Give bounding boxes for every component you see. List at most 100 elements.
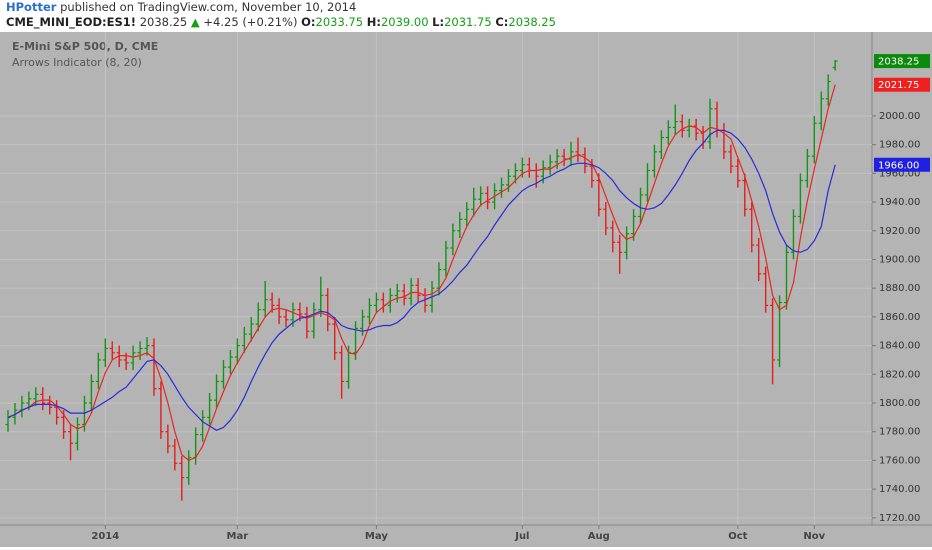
author[interactable]: HPotter bbox=[6, 0, 57, 14]
ohlc-bar bbox=[311, 302, 317, 339]
y-tick-label: 1760.00 bbox=[879, 455, 920, 466]
ohlc-bar bbox=[88, 374, 94, 411]
ohlc-bar bbox=[179, 456, 185, 501]
ohlc-bar bbox=[401, 283, 407, 306]
x-tick-label: Oct bbox=[728, 531, 747, 542]
ohlc-bar bbox=[255, 302, 261, 332]
ohlc-bar bbox=[151, 338, 157, 396]
ohlc-bar bbox=[102, 338, 108, 368]
ohlc-bar bbox=[200, 410, 206, 442]
price-label: 2038.25 bbox=[878, 57, 919, 68]
ohlc-bar bbox=[679, 114, 685, 138]
ohlc-bar bbox=[248, 316, 254, 342]
ohlc-bar bbox=[464, 202, 470, 227]
symbol: CME_MINI_EOD:ES1! bbox=[6, 15, 137, 29]
h: 2039.00 bbox=[380, 15, 429, 29]
ohlc-bar bbox=[394, 283, 400, 303]
y-tick-label: 1800.00 bbox=[879, 398, 920, 409]
ohlc-bar bbox=[770, 298, 776, 385]
ohlc-bar bbox=[332, 316, 338, 360]
ohlc-bar bbox=[325, 288, 331, 332]
ohlc-bar bbox=[457, 212, 463, 238]
arrow: ▲ bbox=[190, 15, 200, 29]
ohlc-bar bbox=[610, 220, 616, 253]
last: 2038.25 bbox=[139, 15, 188, 29]
ohlc-bar bbox=[596, 173, 602, 217]
indicator-title: Arrows Indicator (8, 20) bbox=[12, 56, 142, 69]
x-tick-label: Aug bbox=[588, 531, 610, 542]
price-label-box bbox=[874, 157, 930, 172]
ohlc-bar bbox=[582, 147, 588, 174]
ohlc-bar bbox=[658, 130, 664, 160]
c-label: C: bbox=[495, 15, 509, 29]
ohlc-bar bbox=[478, 186, 484, 207]
ohlc-bar bbox=[450, 223, 456, 256]
ohlc-bar bbox=[471, 187, 477, 217]
y-tick-label: 1740.00 bbox=[879, 484, 920, 495]
price-plot bbox=[5, 59, 838, 501]
o: 2033.75 bbox=[315, 15, 364, 29]
ohlc-bar bbox=[644, 163, 650, 203]
ohlc-bar bbox=[499, 177, 505, 198]
change: +4.25 (+0.21%) bbox=[203, 15, 298, 29]
ohlc-bar bbox=[373, 292, 379, 313]
ohlc-bar bbox=[777, 295, 783, 368]
publish-line: HPotter published on TradingView.com, No… bbox=[6, 0, 556, 15]
chart-bg bbox=[0, 32, 932, 547]
ohlc-bar bbox=[186, 450, 192, 485]
ohlc-bar bbox=[227, 349, 233, 375]
price-label-box bbox=[874, 77, 930, 92]
ohlc-bar bbox=[283, 309, 289, 327]
ohlc-bar bbox=[832, 59, 838, 71]
ohlc-bar bbox=[665, 120, 671, 145]
ohlc-bar bbox=[387, 288, 393, 313]
ohlc-bar bbox=[749, 202, 755, 253]
ohlc-bar bbox=[784, 245, 790, 310]
price-label: 1966.00 bbox=[878, 160, 919, 171]
y-tick-label: 1920.00 bbox=[879, 226, 920, 237]
ohlc-bar bbox=[109, 341, 115, 360]
price-label-box bbox=[874, 54, 930, 69]
ohlc-bar bbox=[624, 226, 630, 260]
ohlc-bar bbox=[262, 281, 268, 317]
published: published on TradingView.com, November 1… bbox=[60, 0, 357, 14]
ohlc-bar bbox=[47, 395, 53, 415]
y-tick-label: 1940.00 bbox=[879, 197, 920, 208]
ohlc-bar bbox=[318, 276, 324, 317]
ohlc-bar bbox=[54, 400, 60, 425]
ohlc-bar bbox=[276, 298, 282, 325]
header: HPotter published on TradingView.com, No… bbox=[6, 0, 556, 30]
chart-title: E-Mini S&P 500, D, CME bbox=[12, 40, 158, 53]
indicator-line bbox=[7, 84, 836, 462]
ohlc-bar bbox=[408, 278, 414, 306]
ohlc-bar bbox=[137, 341, 143, 360]
ohlc-bar bbox=[617, 235, 623, 274]
ohlc-bar bbox=[116, 345, 122, 368]
x-tick-label: 2014 bbox=[91, 531, 119, 542]
ohlc-bar bbox=[804, 148, 810, 188]
ohlc-bar bbox=[165, 424, 171, 454]
c: 2038.25 bbox=[508, 15, 556, 29]
ohlc-bar bbox=[728, 144, 734, 174]
x-tick-label: Jul bbox=[514, 531, 529, 542]
ohlc-bar bbox=[693, 118, 699, 141]
y-tick-label: 1860.00 bbox=[879, 312, 920, 323]
l: 2031.75 bbox=[444, 15, 492, 29]
l-label: L: bbox=[432, 15, 445, 29]
ohlc-bar bbox=[33, 387, 39, 406]
ohlc-bar bbox=[797, 173, 803, 224]
ohlc-bar bbox=[818, 91, 824, 131]
x-tick-label: Nov bbox=[803, 531, 825, 542]
ohlc-bar bbox=[811, 115, 817, 164]
quote-line: CME_MINI_EOD:ES1! 2038.25 ▲ +4.25 (+0.21… bbox=[6, 15, 556, 30]
ohlc-bar bbox=[672, 104, 678, 135]
o-label: O: bbox=[301, 15, 316, 29]
ohlc-bar bbox=[415, 278, 421, 303]
ohlc-bar bbox=[443, 240, 449, 277]
ohlc-bar bbox=[40, 387, 46, 411]
ohlc-bar bbox=[95, 352, 101, 389]
ohlc-bar bbox=[485, 186, 491, 210]
h-label: H: bbox=[366, 15, 381, 29]
